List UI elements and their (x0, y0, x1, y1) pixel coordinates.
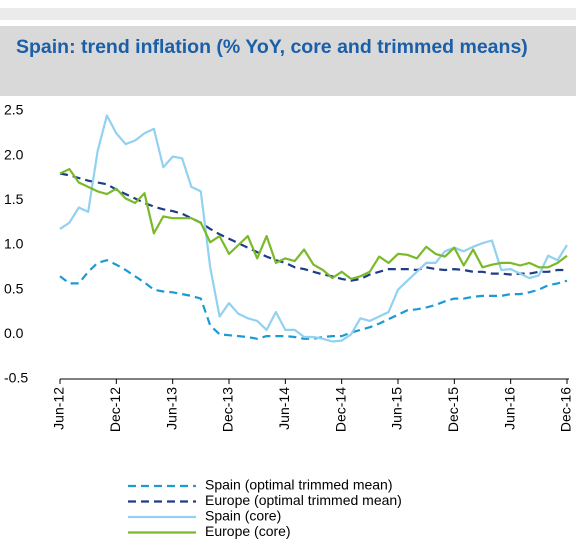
x-tick-label: Dec-14 (332, 387, 348, 432)
series-line (59, 172, 567, 282)
series-line (59, 114, 568, 343)
x-tick-label: Jun-15 (389, 387, 405, 430)
y-tick-label: 1.5 (4, 191, 24, 207)
y-tick-label: 0.0 (4, 325, 24, 341)
x-tick-label: Jun-12 (51, 387, 67, 430)
legend-label: Spain (optimal trimmed mean) (205, 477, 393, 493)
legend-label: Europe (optimal trimmed mean) (205, 492, 402, 508)
legend-label: Europe (core) (205, 523, 291, 539)
y-tick-label: 0.5 (4, 280, 24, 296)
x-tick-label: Dec-16 (558, 387, 574, 432)
top-band (0, 8, 576, 20)
x-tick-label: Dec-12 (107, 387, 123, 432)
series-line (59, 259, 568, 340)
x-tick-label: Jun-16 (501, 387, 517, 430)
y-tick-label: 1.0 (4, 236, 24, 252)
x-tick-label: Dec-15 (445, 387, 461, 432)
y-tick-label: -0.5 (4, 370, 28, 386)
chart-title: Spain: trend inflation (% YoY, core and … (0, 26, 576, 96)
legend-label: Spain (core) (205, 508, 281, 524)
x-tick-label: Jun-13 (163, 387, 179, 430)
series-line (59, 168, 568, 280)
x-tick-label: Jun-14 (276, 387, 292, 430)
x-tick-label: Dec-13 (220, 387, 236, 432)
y-tick-label: 2.5 (4, 102, 24, 118)
y-tick-label: 2.0 (4, 146, 24, 162)
